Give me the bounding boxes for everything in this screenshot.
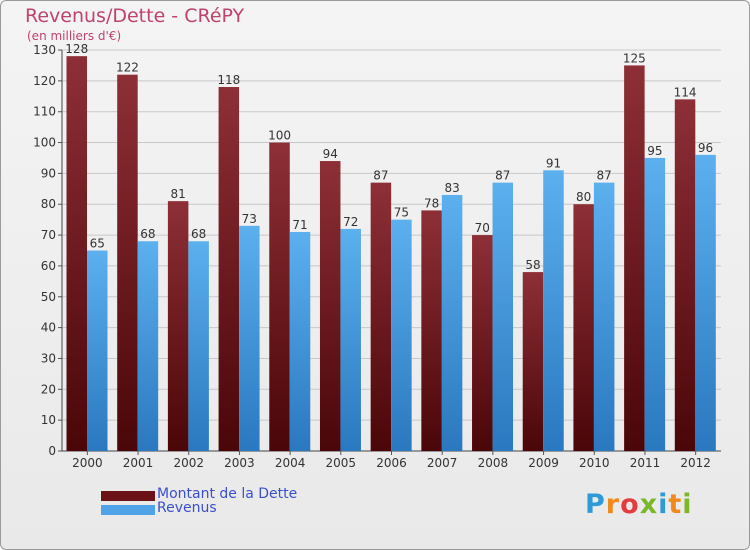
logo-letter: P [585,489,606,520]
bar-revenus [492,182,514,451]
y-tick-label: 130 [33,43,56,57]
y-tick-label: 0 [48,444,56,458]
axes: 0 10 20 30 40 50 60 70 80 90 100 110 120 130 2000 2001 2… [33,43,721,470]
x-tick-label: 2009 [528,456,559,470]
data-label-debt: 122 [116,61,139,75]
logo-letter: i [658,489,669,520]
x-tick-label: 2012 [680,456,711,470]
data-label-revenus: 87 [495,169,510,183]
bar-revenus [644,157,666,451]
logo-letter: x [639,489,659,520]
x-tick-label: 2004 [275,456,306,470]
y-tick-label: 60 [41,259,56,273]
data-label-revenus: 95 [647,144,662,158]
bar-debt [472,235,493,451]
x-tick-label: 2002 [173,456,204,470]
data-label-revenus: 71 [292,218,307,232]
x-tick-label: 2010 [579,456,610,470]
x-tick-label: 2011 [630,456,661,470]
data-labels: 128 65 122 68 81 68 118 73 100 71 94 72 87 75 78 83 70 87… [65,42,713,272]
y-tick-label: 70 [41,228,56,242]
data-label-revenus: 87 [597,169,612,183]
data-label-revenus: 73 [242,212,257,226]
bars [66,56,716,452]
x-tick-label: 2008 [478,456,509,470]
y-tick-label: 40 [41,321,56,335]
logo-letter: t [668,489,683,520]
bar-debt [624,65,645,451]
bar-revenus [543,170,564,452]
bar-revenus [137,241,159,451]
chart-title: Revenus/Dette - CRéPY [25,5,245,27]
data-label-revenus: 68 [140,227,155,241]
logo-letter: i [682,489,693,520]
y-tick-label: 110 [33,105,56,119]
bar-revenus [391,219,412,451]
y-tick-label: 90 [41,166,56,180]
data-label-debt: 94 [323,147,338,161]
data-label-debt: 78 [424,196,439,210]
y-tick-label: 120 [33,74,56,88]
data-label-revenus: 75 [394,206,409,220]
bar-debt [370,182,392,451]
bar-debt [218,87,240,451]
y-tick-label: 20 [41,382,56,396]
logo-letter: r [605,489,621,520]
data-label-debt: 87 [373,169,388,183]
bar-revenus [593,182,615,451]
data-label-debt: 125 [623,51,646,65]
data-label-debt: 70 [475,221,490,235]
x-tick-label: 2007 [427,456,458,470]
y-tick-label: 100 [33,136,56,150]
legend-label-revenus: Revenus [157,500,217,516]
x-tick-label: 2001 [123,456,154,470]
y-tick-label: 80 [41,197,56,211]
logo-letter: o [620,489,640,520]
data-label-debt: 128 [65,42,88,56]
bar-revenus [441,194,463,451]
bar-revenus [695,154,716,451]
bar-revenus [239,225,260,451]
bar-debt [573,204,594,451]
bar-debt [319,161,341,452]
bar-debt [167,201,189,451]
bar-debt [66,56,87,452]
legend-swatch-debt [101,491,155,501]
data-label-debt: 81 [170,187,185,201]
y-tick-label: 50 [41,290,56,304]
y-tick-label: 30 [41,351,56,365]
data-label-revenus: 91 [546,156,561,170]
x-tick-label: 2005 [326,456,357,470]
legend-label-debt: Montant de la Dette [157,486,298,502]
bar-revenus [340,228,361,451]
data-label-debt: 118 [217,73,240,87]
bar-debt [269,142,290,452]
data-label-revenus: 96 [698,141,713,155]
x-tick-label: 2003 [224,456,255,470]
bar-revenus [289,231,311,451]
data-label-debt: 58 [525,258,540,272]
data-label-revenus: 83 [444,181,459,195]
bar-revenus [87,250,108,451]
data-label-debt: 80 [576,190,591,204]
data-label-revenus: 68 [191,227,206,241]
data-label-debt: 114 [674,85,697,99]
bar-debt [117,74,138,451]
data-label-debt: 100 [268,129,291,143]
data-label-revenus: 72 [343,215,358,229]
y-tick-label: 10 [41,413,56,427]
x-tick-label: 2000 [72,456,103,470]
bar-revenus [188,241,209,451]
data-label-revenus: 65 [90,237,105,251]
legend-swatch-revenus [101,505,155,515]
chart-subtitle: (en milliers d'€) [27,29,122,43]
bar-debt [522,272,544,451]
bar-debt [674,99,696,451]
x-tick-label: 2006 [376,456,407,470]
bar-debt [421,210,442,451]
proxiti-logo: Proxiti [585,489,693,520]
